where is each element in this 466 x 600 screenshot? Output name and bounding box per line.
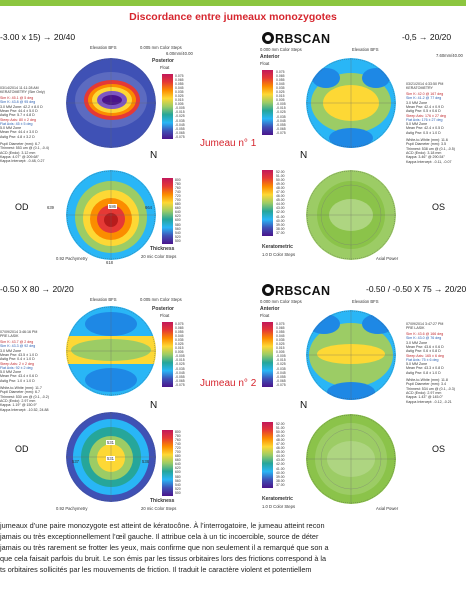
- twin2-os-bottom-title: Keratometric: [262, 496, 293, 502]
- twin1-od-refraction: -3.00 x 15) → 20/40: [0, 32, 76, 42]
- twin1-od-panel: -3.00 x 15) → 20/40 Elevation BFS 0.005 …: [0, 30, 200, 265]
- twin1-od-thick-center: 586: [108, 204, 117, 209]
- body-paragraph: jumeaux d’une paire monozygote est attei…: [0, 520, 466, 575]
- twin2-os-eye-label: OS: [432, 444, 446, 454]
- twin1-od-header-far: 6.00mm/40.00: [166, 51, 193, 56]
- twin2-od-thick-left: 537: [72, 459, 79, 464]
- twin2-od-bottom-scale-labels: 800 780 760 740 720 700 680 660 640 620 600 580 5…: [175, 430, 181, 495]
- twin2-os-header-right: Elevation BFS: [352, 299, 379, 304]
- twin1-os-anterior-map: [306, 58, 396, 148]
- twin1-os-top-scale-labels: 0.075 0.065 0.055 0.045 0.035 0.025 0.015 0.00…: [276, 70, 286, 135]
- twin2-od-thick-top: 531: [106, 440, 115, 445]
- twin1-od-top-scale-bar: [162, 74, 173, 139]
- twin2-os-anterior-map: [306, 310, 396, 400]
- twin1-od-bottom-scale-bar: [162, 178, 173, 244]
- twin1-od-bottom-footer: 0.92 Pachymetry: [56, 256, 88, 261]
- twin1-os-bottom-footer: Axial Power: [376, 256, 399, 261]
- twin1-od-top-sub: Float: [160, 65, 170, 70]
- twin1-os-top-sub: Float: [260, 61, 270, 66]
- twin2-od-top-sub: Float: [160, 313, 170, 318]
- twin2-od-bottom-scale-bar: [162, 430, 173, 496]
- twin1-os-bottom-scale-bar: [262, 170, 273, 236]
- twin2-od-panel: -0.50 X 80 → 20/20 Elevation BFS 0.005 m…: [0, 282, 200, 516]
- twin1-os-bottom-title: Keratometric: [262, 244, 293, 250]
- twin1-os-header-far: 7.60mm/40.00: [436, 53, 463, 58]
- page-title: Discordance entre jumeaux monozygotes: [129, 11, 337, 23]
- twin2-od-header-left: Elevation BFS: [90, 297, 117, 302]
- body-line: jumeaux d’une paire monozygote est attei…: [0, 521, 325, 530]
- twin2-os-top-title: Anterior: [260, 306, 280, 312]
- twin1-os-top-title: Anterior: [260, 54, 280, 60]
- twin2-od-posterior-map: [66, 306, 156, 396]
- twin1-od-thick-right: 664: [145, 205, 152, 210]
- top-accent-bar: [0, 0, 466, 6]
- twin1-os-panel: RBSCAN -0,5 → 20/20 0.000 mm Color Steps…: [256, 30, 466, 264]
- twin1-od-posterior-map: [66, 58, 156, 148]
- twin2-od-thick-right: 538: [142, 459, 149, 464]
- twin2-os-bottom-scale-labels: 52.00 51.00 50.00 49.00 48.00 47.00 46.00 45.0…: [276, 422, 285, 487]
- twin2-od-top-scale-labels: 0.075 0.065 0.055 0.045 0.035 0.025 0.015 0.00…: [175, 322, 185, 387]
- twin1-os-eye-label: OS: [432, 202, 446, 212]
- twin2-od-top-title: Posterior: [152, 306, 174, 312]
- twin1-od-bottom-scale-labels: 800 780 760 740 720 700 680 660 640 620 600 580 5…: [175, 178, 181, 243]
- twin1-os-refraction: -0,5 → 20/20: [402, 32, 452, 42]
- twin2-os-header-left: 0.000 mm Color Steps: [260, 299, 302, 304]
- twin1-od-bottom-title: Thickness: [150, 246, 175, 252]
- twin2-os-panel: RBSCAN -0.50 / -0.50 X 75 → 20/20 0.000 …: [256, 282, 466, 516]
- twin2-od-top-scale-bar: [162, 322, 173, 387]
- twin1-od-top-scale-labels: 0.075 0.065 0.055 0.045 0.035 0.025 0.015 0.00…: [175, 74, 185, 139]
- twin2-os-bottom-scale-bar: [262, 422, 273, 488]
- orbscan-logo-icon: [262, 284, 274, 296]
- twin1-od-thickness-map: [66, 170, 156, 260]
- twin1-od-top-title: Posterior: [152, 58, 174, 64]
- twin2-od-header-right: 0.005 mm Color Steps: [140, 297, 182, 302]
- twin1-od-thick-left: 639: [47, 205, 54, 210]
- twin1-os-top-scale-bar: [262, 70, 273, 135]
- twin2-os-bottom-sub: 1.0 D Color Steps: [262, 504, 296, 509]
- twin1-od-nasal-marker: N: [150, 150, 158, 161]
- twin2-os-refraction: -0.50 / -0.50 X 75 → 20/20: [366, 284, 466, 294]
- twin1-od-header-right: 0.005 mm Color Steps: [140, 45, 182, 50]
- twin2-od-nasal-marker: N: [150, 400, 158, 411]
- twin2-od-eye-label: OD: [15, 444, 29, 454]
- body-line: jamais ou très rarement se frotter les y…: [0, 543, 329, 553]
- twin2-od-bottom-sub: 20 mic Color Steps: [141, 506, 177, 511]
- twin1-od-eye-label: OD: [15, 202, 29, 212]
- twin2-od-thick-center: 531: [106, 456, 115, 461]
- twin1-os-header-right: Elevation BFS: [352, 47, 379, 52]
- twin1-od-thick-bottom: 618: [106, 260, 113, 265]
- twin1-label: Jumeau n° 1: [200, 138, 257, 149]
- twin1-od-header-left: Elevation BFS: [90, 45, 117, 50]
- twin2-os-top-sub: Float: [260, 313, 270, 318]
- twin1-od-bottom-sub: 20 mic Color Steps: [141, 254, 177, 259]
- twin2-od-bottom-footer: 0.92 Pachymetry: [56, 506, 88, 511]
- twin2-os-keratometric-map: [306, 414, 396, 504]
- twin1-os-bottom-scale-labels: 52.00 51.00 50.00 49.00 48.00 47.00 46.00 45.0…: [276, 170, 285, 235]
- twin2-od-refraction: -0.50 X 80 → 20/20: [0, 284, 74, 294]
- twin2-os-top-scale-labels: 0.075 0.065 0.055 0.045 0.035 0.025 0.015 0.00…: [276, 322, 286, 387]
- twin2-os-nasal-marker: N: [300, 400, 308, 411]
- twin1-os-keratometric-map: [306, 170, 396, 260]
- twin2-os-top-scale-bar: [262, 322, 273, 387]
- body-line: que cela faisait parfois du bruit. Le so…: [0, 554, 327, 564]
- body-line: jamais ou très exceptionnellement l’œil …: [0, 532, 319, 542]
- twin2-label: Jumeau n° 2: [200, 378, 257, 389]
- orbscan-logo-icon: [262, 32, 274, 44]
- twin2-os-bottom-footer: Axial Power: [376, 506, 399, 511]
- orbscan-logo-2: RBSCAN: [262, 284, 330, 298]
- twin2-od-bottom-title: Thickness: [150, 498, 175, 504]
- orbscan-logo: RBSCAN: [262, 32, 330, 46]
- body-line: ts orbitaires sollicités par les mouveme…: [0, 565, 312, 575]
- twin1-os-bottom-sub: 1.0 D Color Steps: [262, 252, 296, 257]
- twin1-os-nasal-marker: N: [300, 150, 308, 161]
- twin1-os-header-left: 0.000 mm Color Steps: [260, 47, 302, 52]
